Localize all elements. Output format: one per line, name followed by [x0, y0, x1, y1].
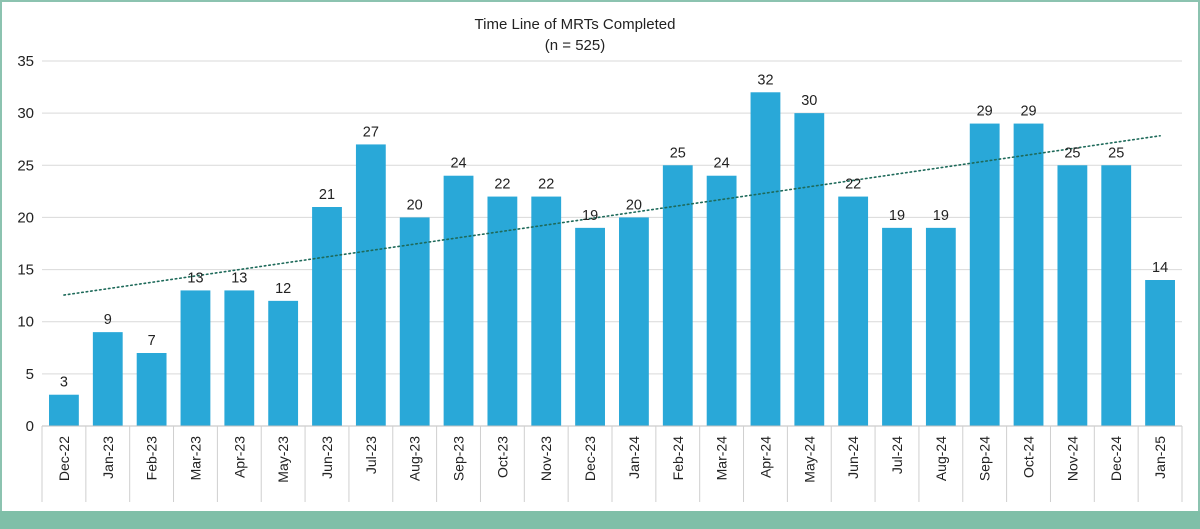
bar-Mar-23: [180, 290, 211, 426]
data-label-Dec-23: 19: [582, 208, 598, 224]
bar-Feb-24: [662, 165, 693, 427]
x-tick-label: Dec-23: [582, 436, 598, 481]
bar-Mar-24: [706, 175, 737, 426]
data-label-Dec-24: 25: [1108, 145, 1124, 161]
bar-Jul-23: [355, 144, 386, 426]
x-tick-label: Dec-24: [1108, 436, 1124, 481]
bar-May-23: [268, 300, 299, 426]
bar-Jul-24: [882, 227, 912, 426]
y-tick-label: 15: [17, 262, 34, 279]
data-label-Oct-24: 29: [1020, 104, 1036, 120]
data-label-Aug-23: 20: [407, 197, 423, 213]
x-tick-label: Apr-24: [757, 436, 773, 478]
data-label-Jan-25: 14: [1152, 260, 1168, 276]
bar-Apr-24: [750, 92, 781, 427]
data-label-Jun-24: 22: [845, 177, 861, 193]
y-tick-label: 20: [17, 209, 34, 226]
data-label-Sep-23: 24: [450, 156, 466, 172]
data-label-May-23: 12: [275, 281, 291, 297]
data-label-Feb-23: 7: [148, 333, 156, 349]
bar-Dec-23: [575, 227, 605, 426]
y-axis-ticks: 0 5 10 15 20 25 30 35: [17, 53, 34, 435]
bar-Jan-24: [619, 217, 649, 426]
data-label-Jul-23: 27: [363, 124, 379, 140]
x-tick-label: Jun-24: [845, 436, 861, 479]
x-tick-label: Oct-23: [494, 436, 510, 478]
x-tick-label: Feb-24: [670, 436, 686, 481]
bar-Oct-23: [487, 196, 518, 426]
bar-Jan-25: [1145, 280, 1175, 426]
data-label-Apr-24: 32: [757, 72, 773, 88]
x-tick-label: Jan-23: [100, 436, 116, 479]
bar-Aug-24: [925, 227, 956, 426]
x-tick-label: Jul-23: [363, 436, 379, 474]
data-label-May-24: 30: [801, 93, 817, 109]
x-tick-label: Jul-24: [889, 436, 905, 474]
data-label-Nov-23: 22: [538, 177, 554, 193]
x-tick-label: Sep-23: [451, 436, 467, 481]
data-labels: 3 9 7 13 13 12 21 27 20 24 22 22 19 20 25 24 32 30 22 19 19 2…: [60, 72, 1168, 390]
bar-Dec-22: [49, 394, 79, 426]
x-tick-label: Jan-25: [1152, 436, 1168, 479]
x-tick-label: Apr-23: [231, 436, 247, 478]
x-tick-label: Nov-24: [1064, 436, 1080, 481]
bar-Jun-23: [312, 207, 342, 426]
data-label-Aug-24: 19: [933, 208, 949, 224]
bar-Oct-24: [1013, 123, 1044, 427]
y-tick-label: 35: [17, 53, 34, 70]
chart-subtitle: (n = 525): [545, 37, 605, 54]
data-label-Apr-23: 13: [231, 270, 247, 286]
y-tick-label: 5: [26, 366, 34, 383]
bar-Nov-23: [531, 196, 562, 426]
gridlines: [42, 60, 1182, 375]
x-tick-label: Oct-24: [1021, 436, 1037, 478]
bar-Jun-24: [838, 196, 869, 426]
data-label-Oct-23: 22: [494, 177, 510, 193]
y-tick-label: 0: [26, 418, 34, 435]
bars: [49, 92, 1175, 427]
x-tick-label: Aug-24: [933, 436, 949, 481]
bar-Dec-24: [1101, 165, 1132, 427]
bar-Jan-23: [92, 332, 123, 426]
bar-May-24: [794, 113, 825, 427]
x-tick-label: Jan-24: [626, 436, 642, 479]
x-tick-label: Dec-22: [56, 436, 72, 481]
data-label-Sep-24: 29: [977, 104, 993, 120]
data-label-Dec-22: 3: [60, 375, 68, 391]
data-label-Jan-24: 20: [626, 197, 642, 213]
x-tick-label: May-23: [275, 436, 291, 483]
bar-Nov-24: [1057, 165, 1088, 427]
y-tick-label: 25: [17, 157, 34, 174]
data-label-Jul-24: 19: [889, 208, 905, 224]
data-label-Nov-24: 25: [1064, 145, 1080, 161]
x-tick-label: May-24: [801, 436, 817, 483]
x-tick-label: Sep-24: [977, 436, 993, 481]
x-tick-label: Nov-23: [538, 436, 554, 481]
x-tick-label: Feb-23: [144, 436, 160, 481]
data-label-Feb-24: 25: [670, 145, 686, 161]
x-tick-label: Aug-23: [407, 436, 423, 481]
bar-Apr-23: [224, 290, 255, 426]
bar-Aug-23: [399, 217, 430, 426]
bar-Feb-23: [136, 353, 167, 426]
data-label-Jun-23: 21: [319, 187, 335, 203]
x-tick-label: Mar-23: [187, 436, 203, 481]
x-axis: Dec-22 Jan-23 Feb-23 Mar-23 Apr-23 May-23 Jun-…: [41, 425, 1183, 502]
bar-Sep-23: [443, 175, 474, 426]
bar-Sep-24: [969, 123, 1000, 427]
x-tick-label: Mar-24: [714, 436, 730, 481]
data-label-Mar-23: 13: [187, 270, 203, 286]
data-label-Jan-23: 9: [104, 312, 112, 328]
y-tick-label: 30: [17, 105, 34, 122]
data-label-Mar-24: 24: [714, 156, 730, 172]
bottom-accent-band: [0, 511, 1200, 529]
y-tick-label: 10: [17, 314, 34, 331]
trendline-group: [63, 134, 1161, 296]
trendline: [63, 134, 1161, 296]
x-tick-label: Jun-23: [319, 436, 335, 479]
chart-title: Time Line of MRTs Completed: [475, 16, 676, 33]
